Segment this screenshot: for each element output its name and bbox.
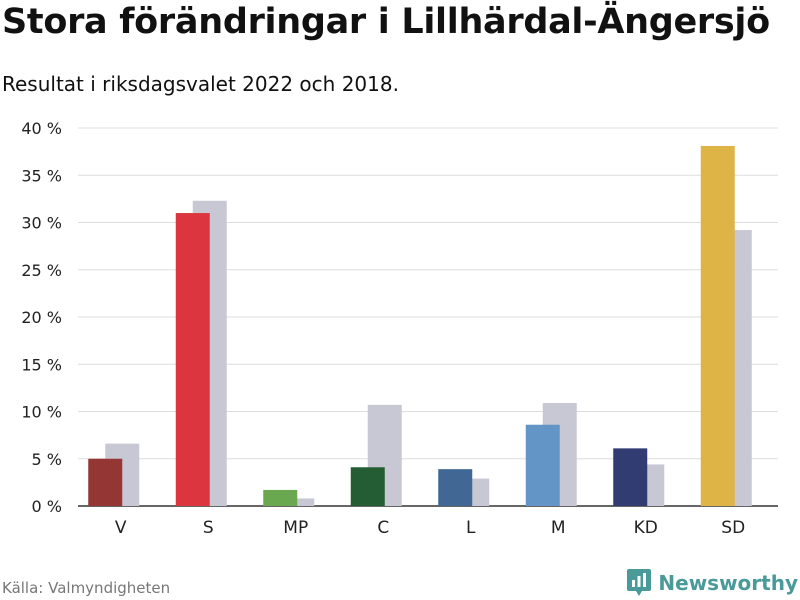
x-tick-label: M [551,518,566,538]
x-tick-label: V [115,518,127,538]
bar-2022-l [438,469,473,506]
x-tick-label: C [377,518,389,538]
brand-name: Newsworthy [658,571,798,595]
x-tick-label: MP [283,518,308,538]
x-axis-ticks: V S MP C L M KD SD [115,518,745,538]
y-tick-label: 5 % [32,450,62,469]
y-tick-label: 30 % [21,214,62,233]
newsworthy-brand: Newsworthy [626,568,798,598]
y-tick-label: 35 % [21,166,62,185]
source-note: Källa: Valmyndigheten [2,579,171,597]
bar-2022-s [175,213,210,507]
chart-title: Stora förändringar i Lillhärdal-Ängersjö [2,2,770,42]
bar-2022-v [88,458,123,506]
x-tick-label: SD [721,518,745,538]
bar-2022-m [525,424,560,506]
y-tick-label: 0 % [32,497,62,516]
bar-2022-mp [263,489,298,506]
y-tick-label: 10 % [21,403,62,422]
chart-subtitle: Resultat i riksdagsvalet 2022 och 2018. [2,72,399,96]
bars [88,145,752,507]
y-tick-label: 15 % [21,355,62,374]
x-tick-label: L [466,518,476,538]
bar-2022-sd [700,145,735,506]
x-tick-label: KD [634,518,658,538]
y-axis-ticks: 0 % 5 % 10 % 15 % 20 % 25 % 30 % 35 % 40 % [21,119,62,516]
bar-2022-kd [613,448,648,506]
bar-2022-c [350,467,385,506]
y-tick-label: 25 % [21,261,62,280]
x-tick-label: S [203,518,214,538]
y-tick-label: 40 % [21,119,62,138]
y-tick-label: 20 % [21,308,62,327]
newsworthy-logo-icon [627,569,652,596]
bar-chart: 0 % 5 % 10 % 15 % 20 % 25 % 30 % 35 % 40 % V S MP C… [21,119,778,538]
